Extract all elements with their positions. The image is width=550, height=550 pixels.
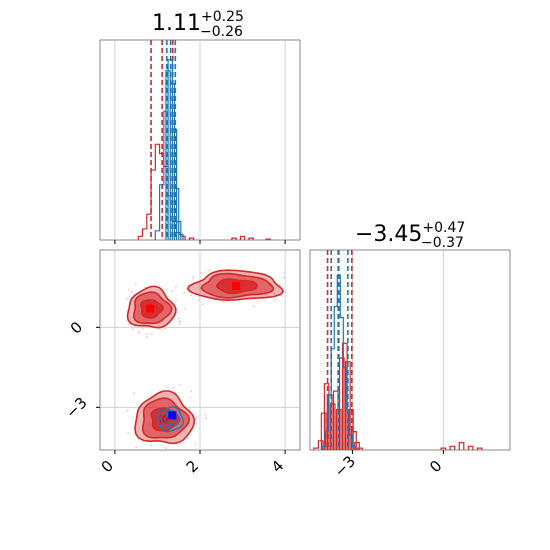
scatter-point (175, 285, 178, 288)
scatter-point (194, 442, 197, 445)
scatter-point (174, 299, 177, 302)
scatter-point (273, 293, 276, 296)
red-marker-1 (232, 282, 241, 290)
scatter-point (192, 277, 194, 280)
scatter-point (280, 295, 283, 297)
x-tick-label: 0 (426, 457, 445, 476)
scatter-point (137, 331, 140, 334)
blue-marker-0 (168, 411, 177, 420)
scatter-point (165, 288, 168, 291)
histogram-panel-param-1 (99, 39, 301, 244)
scatter-point (171, 290, 174, 293)
scatter-point (207, 268, 210, 271)
scatter-point (131, 290, 133, 293)
scatter-point (195, 419, 197, 421)
scatter-point (183, 291, 186, 294)
scatter-point (204, 413, 207, 416)
scatter-point (127, 288, 130, 291)
scatter-point (209, 269, 212, 272)
scatter-point (197, 298, 200, 301)
scatter-point (145, 336, 148, 339)
scatter-point (127, 431, 130, 434)
scatter-point (143, 286, 146, 289)
scatter-point (273, 299, 276, 302)
scatter-point (134, 283, 137, 286)
y-tick-label: −3 (62, 394, 90, 422)
scatter-point (205, 417, 207, 420)
scatter-point (135, 446, 138, 449)
scatter-point (138, 330, 141, 333)
scatter-point (197, 295, 200, 298)
title-param-2-sup: +0.47 (422, 220, 465, 236)
x-tick-label: 4 (268, 457, 287, 476)
scatter-point (151, 333, 153, 335)
contour-blue-level-0 (156, 406, 185, 433)
x-tick-label: −3 (331, 452, 359, 480)
scatter-point (190, 294, 193, 296)
scatter-point (142, 327, 145, 330)
scatter-point (160, 449, 163, 452)
scatter-point (283, 271, 286, 274)
scatter-point (160, 328, 163, 331)
title-param-1-sub: −0.26 (200, 24, 243, 40)
scatter-point (126, 409, 129, 412)
scatter-point (179, 323, 181, 325)
scatter-point (222, 301, 225, 303)
scatter-point (201, 303, 204, 306)
scatter-point (131, 328, 134, 330)
title-param-1-sup: +0.25 (201, 9, 244, 25)
histogram-panel-param-2: −3 0 (309, 249, 511, 481)
scatter-point (133, 392, 136, 395)
scatter-point (146, 332, 149, 335)
scatter-point (192, 275, 195, 278)
scatter-point (190, 390, 193, 393)
scatter-point (150, 444, 153, 447)
scatter-point (188, 406, 191, 409)
scatter-point (184, 307, 187, 310)
scatter-point (186, 437, 189, 440)
scatter-point (195, 416, 198, 419)
red-marker-2 (159, 415, 168, 424)
title-param-1: 1.11+0.25 (152, 9, 244, 36)
red-marker-0 (146, 304, 155, 313)
x-tick-label: 2 (183, 457, 202, 476)
x-tick-label: 0 (98, 457, 117, 476)
scatter-point (164, 327, 167, 330)
scatter-point (178, 320, 180, 323)
scatter-point (189, 397, 192, 399)
histogram-series-0 (313, 342, 483, 450)
scatter-point (125, 297, 128, 300)
scatter-point (199, 271, 202, 274)
title-param-2-sub: −0.37 (421, 235, 464, 251)
scatter-point (177, 317, 180, 320)
scatter-point (179, 383, 182, 386)
scatter-point (253, 305, 255, 308)
scatter-point (172, 387, 175, 389)
title-param-1-main: 1.11 (152, 11, 201, 36)
scatter-point (285, 291, 287, 294)
title-param-2-main: −3.45 (355, 222, 422, 247)
title-param-2: −3.45+0.47 (355, 220, 465, 247)
contour-panel: 0 2 4 0 −3 (62, 249, 301, 476)
scatter-point (165, 447, 168, 449)
y-tick-label: 0 (67, 318, 86, 337)
scatter-point (282, 276, 285, 279)
